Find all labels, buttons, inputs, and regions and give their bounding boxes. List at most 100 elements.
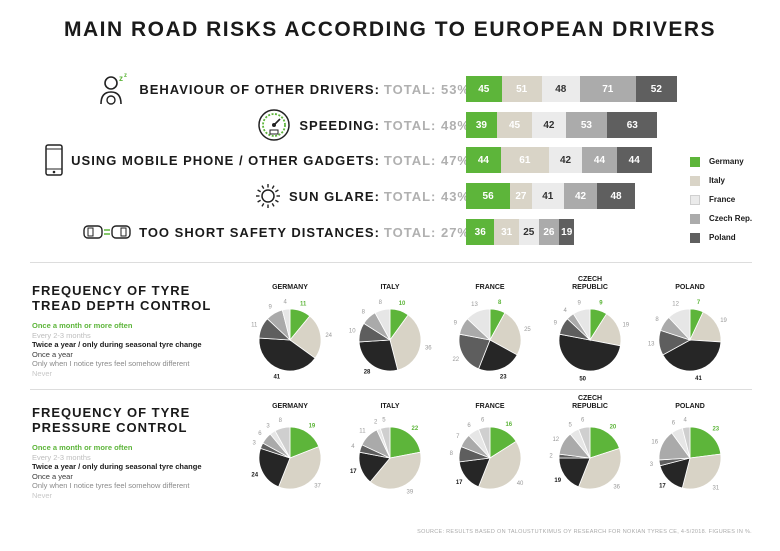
pie-france: FRANCE 8 25 23 22 9 13 <box>452 284 531 381</box>
risk-label: BEHAVIOUR OF OTHER DRIVERS: <box>139 81 380 97</box>
risk-label: SPEEDING: <box>299 117 380 133</box>
bar-segment-italy: 27 <box>510 183 532 209</box>
stacked-bar: 36 31 25 26 19 <box>466 219 575 245</box>
pie-value-label: 22 <box>412 426 419 432</box>
pie-value-label: 13 <box>471 302 478 308</box>
pie-italy: ITALY 10 36 28 10 8 8 <box>349 284 432 376</box>
risk-row: USING MOBILE PHONE / OTHER GADGETS: TOTAL… <box>0 144 470 176</box>
bar-segment-germany: 39 <box>466 112 497 138</box>
frequency-legend-item: Twice a year / only during seasonal tyre… <box>32 462 202 472</box>
pie-value-label: 11 <box>251 323 258 329</box>
bar-segment-poland: 48 <box>597 183 636 209</box>
pie-value-label: 3 <box>253 441 257 447</box>
divider <box>30 262 752 263</box>
pie-germany: GERMANY 11 24 41 11 9 4 <box>251 284 333 381</box>
bar-segment-italy: 31 <box>494 219 519 245</box>
source-note: SOURCE: RESULTS BASED ON TALOUSTUTKIMUS … <box>417 529 752 535</box>
stacked-bar: 39 45 42 53 63 <box>466 112 658 138</box>
bar-segment-poland: 44 <box>616 147 652 173</box>
legend-swatch <box>690 232 700 243</box>
pie-slice <box>389 426 421 459</box>
pie-value-label: 41 <box>695 376 702 382</box>
pie-value-label: 4 <box>351 444 355 450</box>
pie-value-label: 11 <box>300 301 307 307</box>
bar-segment-czechrep: 26 <box>538 219 560 245</box>
bar-segment-italy: 45 <box>496 112 533 138</box>
pie-value-label: 37 <box>314 484 321 490</box>
divider <box>30 389 752 390</box>
bar-segment-germany: 45 <box>466 76 502 102</box>
legend-swatch <box>690 213 700 224</box>
pie-country-label: POLAND <box>675 403 705 410</box>
pie-value-label: 7 <box>697 300 701 306</box>
pie-slice <box>281 308 291 341</box>
pie-value-label: 9 <box>268 304 272 310</box>
bar-segment-poland: 19 <box>559 219 575 245</box>
bar-segment-italy: 61 <box>500 147 549 173</box>
tread-title-line1: FREQUENCY OF TYRE <box>32 283 191 298</box>
pie-value-label: 23 <box>712 427 719 433</box>
pie-value-label: 24 <box>325 333 332 339</box>
frequency-legend-item: Every 2-3 months <box>32 452 91 462</box>
pie-value-label: 24 <box>251 473 258 479</box>
frequency-legend-item: Once a month or more often <box>32 443 133 452</box>
bar-segment-czechrep: 44 <box>582 147 617 173</box>
pie-value-label: 40 <box>517 481 524 487</box>
pie-slice <box>389 314 422 371</box>
risk-total: TOTAL: 53% <box>383 81 470 97</box>
pie-value-label: 8 <box>362 310 366 316</box>
stacked-bar: 44 61 42 44 44 <box>466 147 652 173</box>
pie-value-label: 3 <box>266 424 270 430</box>
pie-slice <box>668 308 691 342</box>
pressure-title-line2: PRESSURE CONTROL <box>32 420 188 435</box>
pie-slice <box>379 426 391 459</box>
pie-country-label: ITALY <box>380 403 399 410</box>
pie-country-label: GERMANY <box>272 403 308 410</box>
pie-slice <box>466 308 491 341</box>
pie-slice <box>369 451 422 490</box>
risk-total: TOTAL: 27% <box>383 224 470 240</box>
pie-poland: POLAND 23 31 17 3 16 6 4 <box>650 403 722 491</box>
pie-value-label: 12 <box>672 302 679 308</box>
frequency-legend-item: Twice a year / only during seasonal tyre… <box>32 340 202 350</box>
legend-item: France <box>690 190 752 209</box>
frequency-legend-item: Once a year <box>32 349 73 359</box>
pie-country-label: POLAND <box>675 284 705 291</box>
pie-value-label: 50 <box>579 376 586 382</box>
frequency-legend-item: Only when I notice tyres feel somehow di… <box>32 481 190 491</box>
bar-segment-czechrep: 42 <box>563 183 598 209</box>
legend-swatch <box>690 175 700 186</box>
legend-item: Germany <box>690 152 752 171</box>
pie-country-label: REPUBLIC <box>572 284 608 291</box>
pie-slice <box>572 308 591 342</box>
svg-text:z: z <box>119 74 123 83</box>
pie-value-label: 19 <box>720 318 727 324</box>
pie-slice <box>578 447 622 490</box>
tread-title-line2: TREAD DEPTH CONTROL <box>32 298 212 313</box>
pie-slice <box>258 337 316 372</box>
pie-value-label: 28 <box>364 370 371 376</box>
risk-total: TOTAL: 43% <box>383 188 470 204</box>
speedometer-icon <box>257 108 291 142</box>
pie-value-label: 31 <box>712 485 719 491</box>
bar-segment-germany: 44 <box>466 147 501 173</box>
pie-value-label: 6 <box>672 421 676 427</box>
legend-item: Czech Rep. <box>690 209 752 228</box>
pie-slice <box>258 447 291 488</box>
bar-segment-poland: 52 <box>635 76 677 102</box>
pie-value-label: 5 <box>568 422 572 428</box>
risk-label: USING MOBILE PHONE / OTHER GADGETS: <box>71 152 380 168</box>
frequency-legend-item: Only when I notice tyres feel somehow di… <box>32 359 190 369</box>
pie-slice <box>558 333 621 372</box>
pie-country-label: ITALY <box>380 284 399 291</box>
pie-value-label: 17 <box>659 484 666 490</box>
pie-france: FRANCE 16 40 17 8 7 6 6 <box>450 403 524 490</box>
bar-segment-france: 42 <box>548 147 583 173</box>
frequency-legend-item: Every 2-3 months <box>32 330 91 340</box>
pie-value-label: 22 <box>452 357 459 363</box>
pie-value-label: 19 <box>622 323 629 329</box>
legend-label: Italy <box>709 176 726 185</box>
country-legend: Germany Italy France Czech Rep. Poland <box>690 152 752 247</box>
legend-label: Germany <box>709 157 744 166</box>
